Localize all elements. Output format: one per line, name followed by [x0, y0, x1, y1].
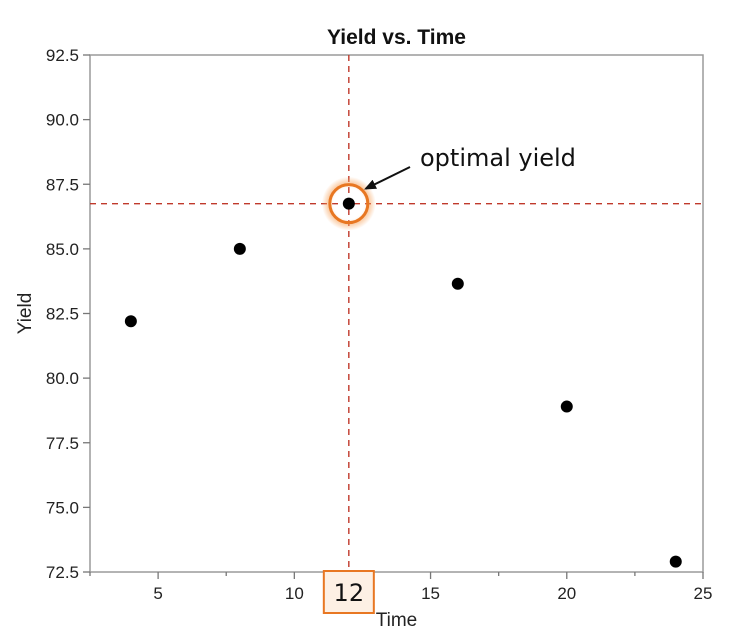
data-points	[124, 197, 682, 568]
y-tick-label: 92.5	[46, 46, 79, 65]
data-point	[560, 400, 573, 413]
x-tick-label: 25	[694, 584, 713, 603]
x-highlight-box	[322, 570, 375, 614]
y-axis-label: Yield	[15, 293, 36, 335]
x-tick-label: 20	[557, 584, 576, 603]
x-value-highlight: 12	[322, 570, 375, 614]
y-tick-label: 77.5	[46, 434, 79, 453]
y-tick-label: 75.0	[46, 498, 79, 517]
y-tick-label: 90.0	[46, 111, 79, 130]
y-tick-label: 85.0	[46, 240, 79, 259]
y-tick-label: 87.5	[46, 175, 79, 194]
x-tick-label: 10	[285, 584, 304, 603]
highlight-ring	[328, 183, 370, 225]
x-axis-label: Time	[376, 610, 418, 631]
annotation: optimal yield	[364, 144, 576, 190]
guide-lines	[90, 55, 703, 572]
chart-title: Yield vs. Time	[327, 26, 466, 49]
y-axis: 72.5 75.0 77.5 80.0 82.5 85.0 87.5 90.0 92.5	[46, 46, 90, 582]
y-tick-label: 82.5	[46, 305, 79, 324]
annotation-text: optimal yield	[420, 144, 576, 172]
y-tick-label: 72.5	[46, 563, 79, 582]
y-tick-label: 80.0	[46, 369, 79, 388]
data-point	[124, 315, 137, 328]
data-point	[451, 277, 464, 290]
x-tick-label: 5	[153, 584, 162, 603]
data-point	[233, 242, 246, 255]
x-highlight-label: 12	[334, 579, 365, 607]
x-axis: 5 10 15 20 25	[89, 572, 713, 603]
data-point	[669, 555, 682, 568]
data-point	[342, 197, 355, 210]
plot-area	[89, 54, 704, 573]
x-tick-label: 15	[421, 584, 440, 603]
annotation-arrow	[364, 166, 411, 190]
